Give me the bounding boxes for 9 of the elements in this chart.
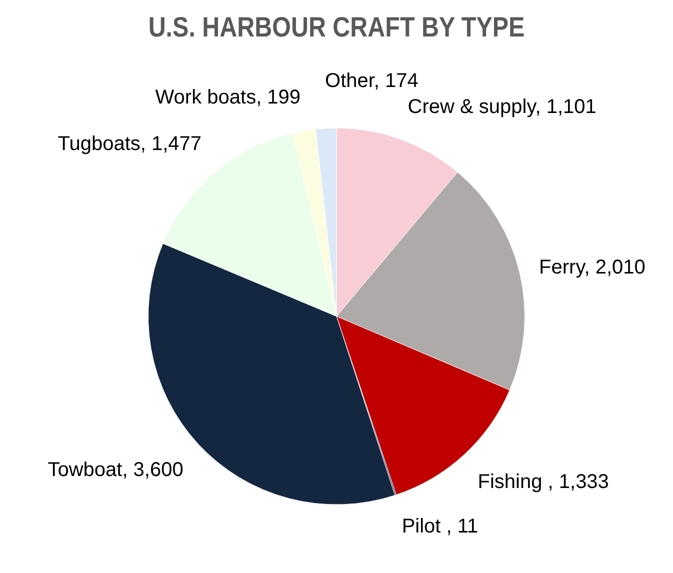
slice-label: Tugboats, 1,477 (58, 133, 202, 156)
slice-label: Ferry, 2,010 (539, 256, 646, 278)
slice-label: Work boats, 199 (155, 86, 301, 109)
slice-label: Other, 174 (325, 70, 418, 92)
slice-label: Crew & supply, 1,101 (408, 96, 596, 118)
slice-label: Fishing , 1,333 (478, 470, 609, 493)
slice-label: Pilot , 11 (402, 516, 478, 538)
chart-title: U.S. HARBOUR CRAFT BY TYPE (148, 10, 525, 43)
slice-label: Towboat, 3,600 (48, 458, 184, 481)
